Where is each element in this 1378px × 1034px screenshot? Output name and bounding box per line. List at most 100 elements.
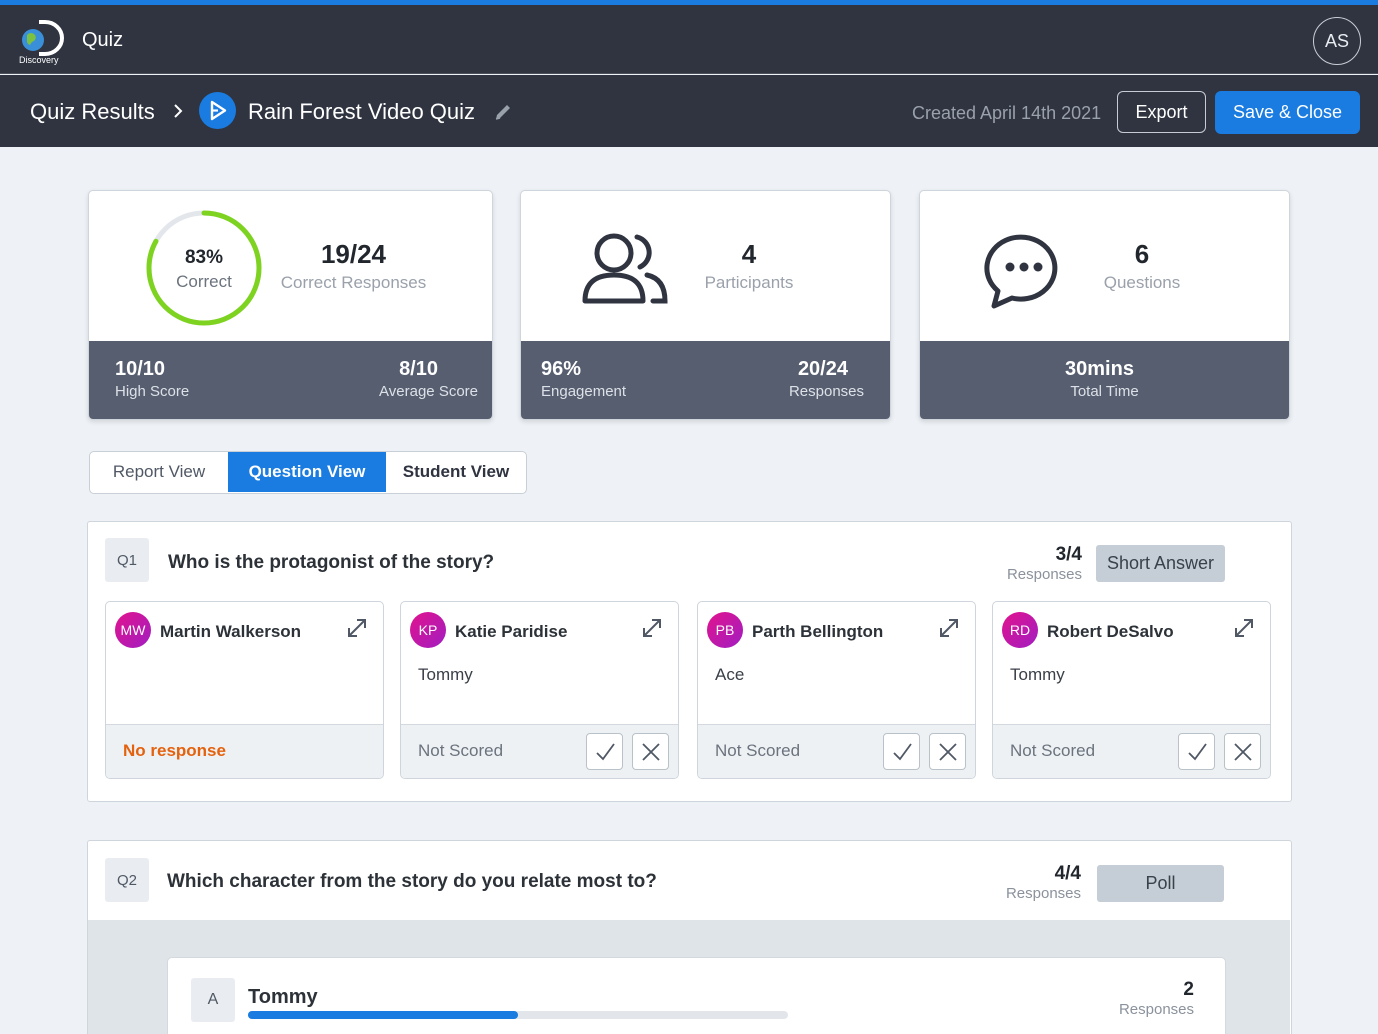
participants-icon (582, 233, 668, 304)
option-count-label: Responses (1118, 1001, 1194, 1018)
mark-incorrect-button[interactable] (1224, 733, 1261, 770)
expand-icon[interactable] (938, 617, 960, 639)
responses-value: 20/24 (797, 358, 848, 380)
mark-correct-button[interactable] (1178, 733, 1215, 770)
total-time-label: Total Time (1070, 383, 1139, 400)
check-icon (1187, 742, 1207, 760)
questions-label: Questions (1103, 273, 1181, 292)
top-bar: Discovery Quiz AS (0, 5, 1378, 74)
participants-card-footer: 96% Engagement 20/24 Responses (521, 341, 890, 419)
poll-results-area: A Tommy 2 Responses (88, 920, 1290, 1034)
question-number: Q2 (105, 858, 149, 902)
expand-icon[interactable] (641, 617, 663, 639)
question-type-badge: Poll (1097, 865, 1224, 902)
option-count-value: 2 (1183, 979, 1194, 1000)
export-button[interactable]: Export (1117, 91, 1206, 133)
engagement-label: Engagement (541, 383, 627, 400)
response-card: PB Parth Bellington Ace Not Scored (697, 601, 976, 779)
question-text: Which character from the story do you re… (167, 871, 657, 892)
expand-icon[interactable] (1233, 617, 1255, 639)
student-name: Martin Walkerson (160, 622, 302, 641)
questions-count: 6 (1134, 239, 1150, 269)
participants-count: 4 (741, 239, 757, 269)
mark-incorrect-button[interactable] (632, 733, 669, 770)
response-status: Not Scored (715, 741, 801, 760)
user-avatar[interactable]: AS (1313, 17, 1361, 65)
student-avatar: MW (115, 612, 151, 648)
breadcrumb-quiz-results[interactable]: Quiz Results (30, 99, 155, 124)
option-progress-bar (248, 1011, 788, 1019)
expand-icon[interactable] (346, 617, 368, 639)
save-close-button[interactable]: Save & Close (1215, 91, 1360, 134)
participants-card: 4 Participants 96% Engagement 20/24 Resp… (520, 190, 891, 420)
app-title: Quiz (82, 29, 124, 51)
high-score-value: 10/10 (115, 358, 166, 380)
mark-correct-button[interactable] (586, 733, 623, 770)
response-card: MW Martin Walkerson No response (105, 601, 384, 779)
mark-incorrect-button[interactable] (929, 733, 966, 770)
participants-label: Participants (704, 273, 794, 292)
response-status: Not Scored (1010, 741, 1096, 760)
questions-card-footer: 30mins Total Time (920, 341, 1289, 419)
question-number: Q1 (105, 538, 149, 582)
score-card-footer: 10/10 High Score 8/10 Average Score (89, 341, 492, 419)
response-count-value: 3/4 (1055, 544, 1082, 565)
poll-option: A Tommy 2 Responses (167, 957, 1226, 1034)
response-count-label: Responses (1005, 885, 1081, 902)
student-name: Parth Bellington (752, 622, 884, 641)
score-card: 83% Correct 19/24 Correct Responses 10/1… (88, 190, 493, 420)
chat-bubble-icon (984, 234, 1058, 309)
check-icon (892, 742, 912, 760)
close-icon (1233, 742, 1252, 761)
question-type-badge: Short Answer (1096, 545, 1225, 582)
student-avatar: KP (410, 612, 446, 648)
response-footer: Not Scored (401, 724, 678, 778)
quiz-title: Rain Forest Video Quiz (248, 99, 476, 124)
average-score-value: 8/10 (399, 358, 438, 380)
quiz-play-icon (199, 92, 236, 129)
student-answer: Tommy (1010, 665, 1065, 684)
student-name: Katie Paridise (455, 622, 568, 641)
tab-student-view[interactable]: Student View (402, 462, 510, 481)
option-response-count: 2 Responses (1066, 979, 1194, 1018)
mark-correct-button[interactable] (883, 733, 920, 770)
response-status: No response (123, 741, 226, 760)
accent-strip (0, 0, 1378, 5)
student-name: Robert DeSalvo (1047, 622, 1174, 641)
student-avatar: RD (1002, 612, 1038, 648)
logo-wordmark: Discovery (19, 55, 59, 65)
score-ring (146, 210, 262, 326)
tab-report-view[interactable]: Report View (112, 462, 206, 481)
response-card: KP Katie Paridise Tommy Not Scored (400, 601, 679, 779)
high-score-label: High Score (115, 383, 190, 400)
discovery-logo[interactable]: Discovery (17, 19, 67, 65)
pencil-icon[interactable] (492, 101, 514, 123)
correct-responses-label: Correct Responses (280, 273, 427, 292)
score-percent-label: Correct (176, 272, 232, 291)
student-answer: Tommy (418, 665, 473, 684)
average-score-label: Average Score (379, 383, 478, 400)
view-tabs: Report View Question View Student View (89, 451, 527, 494)
student-avatar: PB (707, 612, 743, 648)
chevron-right-icon (168, 101, 188, 121)
check-icon (595, 742, 615, 760)
response-status: Not Scored (418, 741, 504, 760)
question-response-count: 3/4 Responses (982, 544, 1082, 583)
score-percent: 83% (184, 247, 224, 268)
tab-question-view[interactable]: Question View (228, 452, 386, 492)
response-count-label: Responses (1006, 566, 1082, 583)
engagement-value: 96% (541, 358, 582, 380)
created-date: Created April 14th 2021 (912, 103, 1102, 123)
sub-header: Quiz Results Rain Forest Video Quiz Crea… (0, 75, 1378, 147)
questions-card: 6 Questions 30mins Total Time (919, 190, 1290, 420)
question-panel-q1: Q1 Who is the protagonist of the story? … (87, 521, 1292, 802)
question-text: Who is the protagonist of the story? (168, 552, 495, 573)
response-count-value: 4/4 (1054, 863, 1081, 884)
option-label: Tommy (248, 986, 318, 1008)
option-letter: A (191, 978, 235, 1022)
student-answer: Ace (715, 665, 745, 684)
question-panel-q2: Q2 Which character from the story do you… (87, 840, 1292, 1034)
correct-responses-count: 19/24 (320, 239, 387, 269)
close-icon (641, 742, 660, 761)
responses-label: Responses (788, 383, 864, 400)
